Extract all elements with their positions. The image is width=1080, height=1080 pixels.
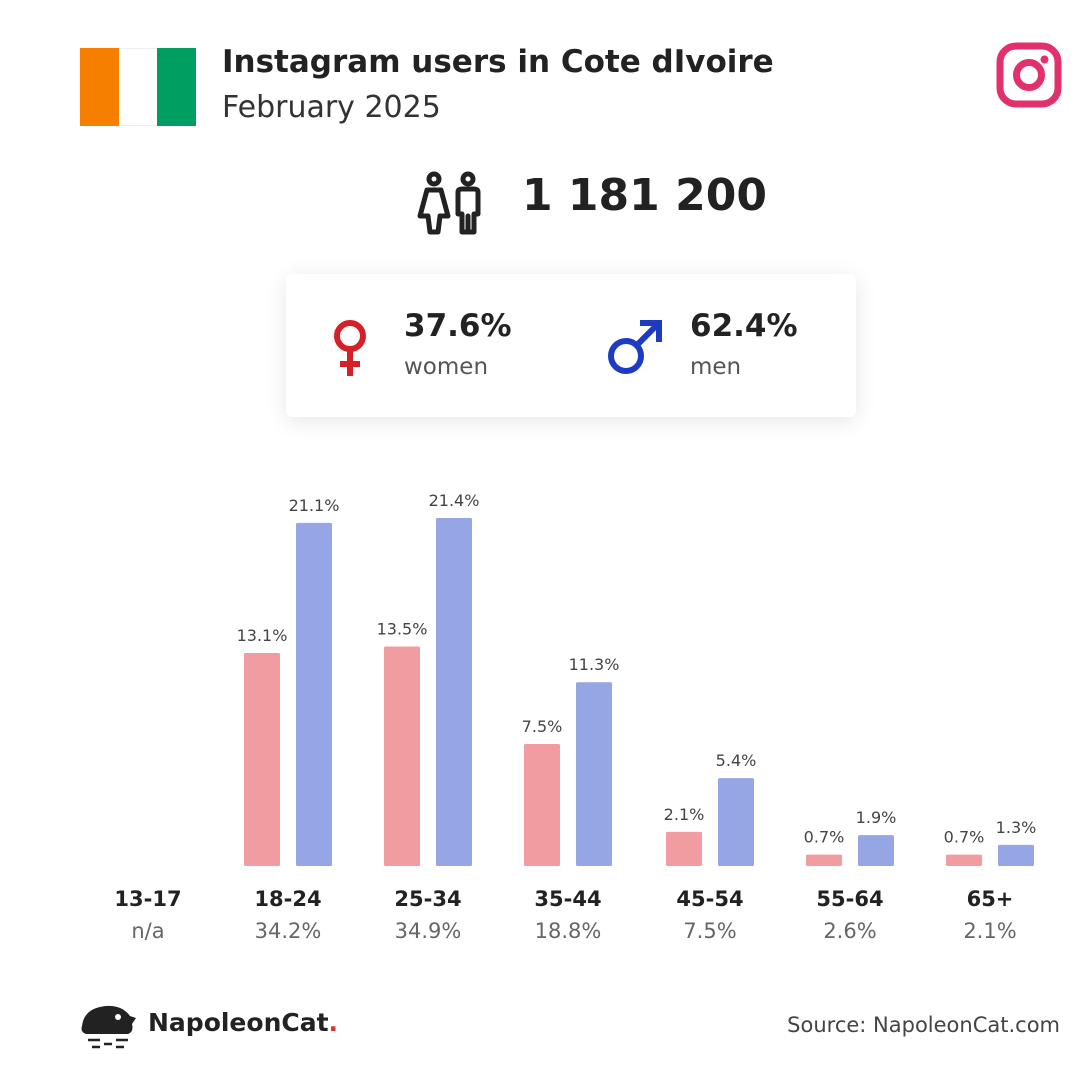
page-subtitle: February 2025 [222, 90, 441, 125]
category-total-65+: 2.1% [963, 919, 1016, 943]
label-women-65+: 0.7% [944, 828, 985, 847]
label-men-55-64: 1.9% [856, 808, 897, 827]
category-label-45-54: 45-54 [676, 887, 743, 911]
category-label-13-17: 13-17 [114, 887, 181, 911]
category-total-45-54: 7.5% [683, 919, 736, 943]
label-men-65+: 1.3% [996, 818, 1037, 837]
page-title: Instagram users in Cote dIvoire [222, 44, 774, 80]
bar-women-35-44 [524, 744, 560, 866]
category-label-25-34: 25-34 [394, 887, 461, 911]
women-label: women [404, 354, 489, 380]
category-total-35-44: 18.8% [535, 919, 602, 943]
label-men-18-24: 21.1% [289, 496, 340, 515]
bar-women-25-34 [384, 646, 420, 866]
label-women-35-44: 7.5% [522, 717, 563, 736]
instagram-icon [996, 42, 1062, 108]
category-total-25-34: 34.9% [395, 919, 462, 943]
bar-men-55-64 [858, 835, 894, 866]
category-total-18-24: 34.2% [255, 919, 322, 943]
label-men-35-44: 11.3% [569, 655, 620, 674]
male-symbol-icon [608, 320, 662, 374]
bar-men-25-34 [436, 518, 472, 866]
flag-stripe-white [118, 48, 158, 126]
women-percent: 37.6% [404, 308, 512, 344]
bar-men-65+ [998, 844, 1034, 866]
bar-women-45-54 [666, 831, 702, 866]
flag-stripe-green [157, 48, 197, 126]
label-women-45-54: 2.1% [664, 805, 705, 824]
users-icon [417, 171, 481, 235]
total-users: 1 181 200 [522, 170, 767, 221]
category-total-13-17: n/a [131, 919, 164, 943]
bar-women-18-24 [244, 652, 280, 866]
napoleoncat-logo-icon [81, 1005, 136, 1049]
age-gender-bar-chart: 13-17 n/a 13.1% 21.1% 18-24 34.2% 13.5% 21.4% 25… [114, 491, 1037, 943]
bar-men-45-54 [718, 778, 754, 866]
category-label-18-24: 18-24 [254, 887, 321, 911]
flag-stripe-orange [80, 48, 119, 126]
label-men-45-54: 5.4% [716, 751, 757, 770]
label-women-25-34: 13.5% [377, 619, 428, 638]
label-women-18-24: 13.1% [237, 626, 288, 645]
gender-card: 37.6% women 62.4% men [286, 274, 856, 417]
category-label-35-44: 35-44 [534, 887, 601, 911]
men-percent: 62.4% [690, 308, 798, 344]
label-women-55-64: 0.7% [804, 828, 845, 847]
category-label-55-64: 55-64 [816, 887, 883, 911]
source-text: Source: NapoleonCat.com [787, 1013, 1060, 1037]
category-total-55-64: 2.6% [823, 919, 876, 943]
brand-name: NapoleonCat. [148, 1008, 339, 1037]
female-symbol-icon [334, 320, 366, 376]
category-label-65+: 65+ [967, 887, 1014, 911]
label-men-25-34: 21.4% [429, 491, 480, 510]
bar-women-65+ [946, 854, 982, 866]
country-flag [80, 48, 197, 126]
bar-women-55-64 [806, 854, 842, 866]
bar-men-18-24 [296, 522, 332, 866]
bar-men-35-44 [576, 682, 612, 866]
men-label: men [690, 354, 742, 380]
